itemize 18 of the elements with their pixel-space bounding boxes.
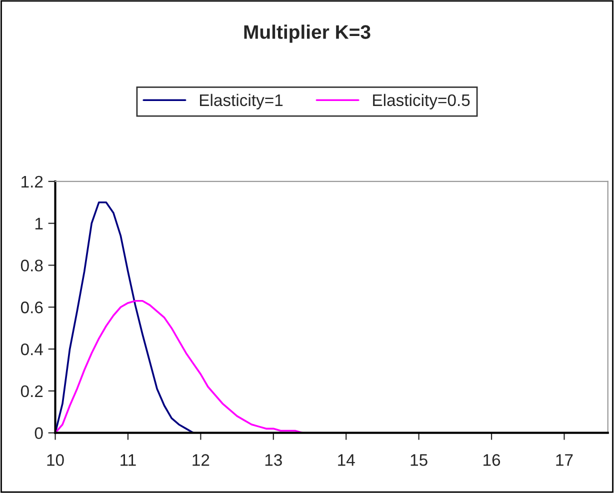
x-tick-label: 13 (265, 454, 282, 466)
x-tick-label: 11 (120, 454, 136, 466)
x-tick-label: 16 (484, 454, 500, 466)
y-tick-label: 0.8 (20, 260, 43, 272)
x-tick-label: 10 (47, 454, 64, 466)
y-tick-label: 1.2 (22, 176, 43, 188)
y-tick-label: 0.2 (20, 385, 43, 398)
y-tick-label: 0.4 (20, 343, 43, 356)
x-tick-label: 12 (192, 454, 210, 466)
x-tick-label: 15 (410, 454, 428, 466)
y-tick-label: 0.6 (20, 302, 43, 314)
x-tick-label: 14 (338, 454, 355, 466)
legend-label: Elasticity=1 (200, 94, 283, 110)
y-tick-label: 0 (34, 427, 43, 440)
x-tick-label: 17 (556, 454, 573, 466)
y-tick-label: 1 (35, 218, 43, 230)
chart-title: Multiplier K=3 (244, 24, 370, 43)
legend-label: Elasticity=0.5 (373, 94, 470, 110)
